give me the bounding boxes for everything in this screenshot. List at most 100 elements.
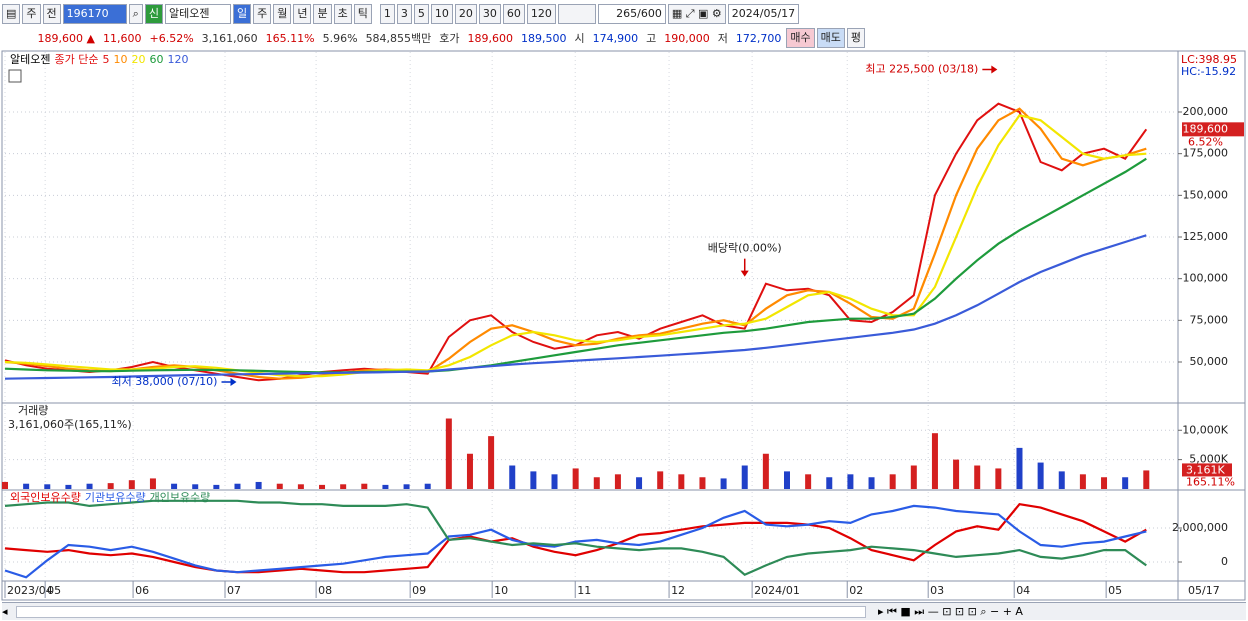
volume-current-box: [1182, 463, 1232, 477]
span-button[interactable]: 30: [478, 4, 501, 24]
legend-entry: 10: [113, 53, 127, 66]
x-tick-label: 07: [227, 584, 241, 597]
current-price: 189,600: [1183, 122, 1229, 135]
annotation: 최고 225,500 (03/18): [865, 63, 978, 76]
volume-bar: [509, 465, 516, 489]
eval-button[interactable]: 평: [846, 28, 866, 48]
market-select[interactable]: 주: [22, 4, 41, 24]
table-icon[interactable]: [8, 69, 22, 83]
x-tick-label: 05: [1108, 584, 1122, 597]
volume-bar: [213, 484, 220, 489]
annotation: 배당락(0.00%): [708, 242, 782, 255]
legend-prefix: 종가 단순: [54, 53, 98, 66]
sell-button[interactable]: 매도: [816, 28, 845, 48]
legend: 알테오젠 종가 단순 5 10 20 60 120: [10, 52, 188, 66]
x-tick-label: 08: [318, 584, 332, 597]
volume-bar: [657, 471, 664, 489]
volume-info: 3,161,060주(165,11%): [8, 418, 132, 431]
span-button[interactable]: 20: [454, 4, 477, 24]
series-line: [4, 499, 1147, 576]
legend: 외국인보유수량 기관보유수량 개인보유수량: [10, 491, 210, 504]
high: 190,000: [664, 31, 710, 45]
span-group: 1 3 5 10 20 30 60 120: [379, 4, 556, 24]
legend-entry: 5: [102, 53, 109, 66]
volume-bar: [192, 484, 199, 489]
menu-icon[interactable]: ▤: [2, 4, 21, 24]
y-tick-label: 50,000: [1190, 355, 1229, 368]
date[interactable]: 2024/05/17: [727, 4, 800, 24]
span-button[interactable]: 3: [396, 4, 412, 24]
volume-bar: [889, 474, 896, 489]
volume-bar: [931, 433, 938, 489]
span-button[interactable]: 5: [413, 4, 429, 24]
volume-bar: [86, 483, 93, 489]
volume-bar: [699, 477, 706, 489]
hc-label: HC:-15.92: [1181, 65, 1236, 78]
prev-button[interactable]: 전: [42, 4, 61, 24]
x-tick-label: 04: [1016, 584, 1030, 597]
period-button[interactable]: 월: [273, 4, 292, 24]
volume-bar: [678, 474, 685, 489]
span-button[interactable]: 60: [502, 4, 525, 24]
y-tick: 50,000: [5, 355, 1228, 368]
volume-bar: [255, 481, 262, 489]
span-button[interactable]: 120: [526, 4, 556, 24]
period-button[interactable]: 분: [313, 4, 332, 24]
period-button[interactable]: 틱: [353, 4, 372, 24]
volume-bar: [530, 471, 537, 489]
scroll-bar: ◂ ▸ ⏮ ■ ⏭ — ⊡ ⊡ ⊡ ⌕ − + A: [2, 602, 1246, 620]
change: 11,600: [103, 31, 142, 45]
volume-bar: [762, 453, 769, 489]
period-button[interactable]: 초: [333, 4, 352, 24]
volume-bar: [741, 465, 748, 489]
x-tick-label: 2023/04: [7, 584, 53, 597]
volume-bar: [614, 474, 621, 489]
open: 174,900: [592, 31, 639, 45]
volume-bar: [319, 484, 326, 489]
code-input[interactable]: 196170: [62, 4, 127, 24]
volume-bar: [65, 484, 72, 489]
search-icon[interactable]: ⌕: [128, 4, 143, 24]
amount: 584,855백만: [365, 32, 432, 45]
volume-bar: [1122, 477, 1129, 489]
legend-entry: 20: [131, 53, 145, 66]
y-tick-label: 5,000K: [1189, 453, 1228, 466]
series-line: [4, 503, 1147, 574]
legend-entry: 외국인보유수량: [10, 491, 81, 504]
chart-frame: [1, 50, 1246, 601]
volume-bar: [720, 478, 727, 489]
legend-stock: 알테오젠: [10, 52, 50, 66]
span-button[interactable]: 1: [379, 4, 395, 24]
y-tick: 5,000K: [5, 453, 1229, 466]
open-label: 시: [574, 32, 585, 45]
volume-bar: [23, 483, 30, 489]
series-line: [4, 114, 1147, 378]
high-label: 고: [646, 32, 657, 45]
badge: 신: [144, 4, 163, 24]
y-tick-label: 175,000: [1183, 147, 1229, 160]
span-select[interactable]: [557, 4, 596, 24]
volume-bar: [171, 483, 178, 489]
x-tick-label: 10: [494, 584, 508, 597]
y-tick: 125,000: [5, 230, 1228, 243]
volume-bar: [445, 418, 452, 489]
period-button[interactable]: 주: [253, 4, 272, 24]
period-button[interactable]: 년: [293, 4, 312, 24]
period-button[interactable]: 일: [232, 4, 252, 24]
y-tick: 100,000: [5, 272, 1228, 285]
volume: 3,161,060: [201, 31, 258, 45]
count-value: 265: [616, 7, 638, 20]
y-tick: 0: [5, 555, 1228, 568]
nav-buttons[interactable]: ▸ ⏮ ■ ⏭ — ⊡ ⊡ ⊡ ⌕ − + A: [878, 604, 1023, 618]
buy-button[interactable]: 매수: [786, 28, 815, 48]
y-tick: 200,000: [5, 105, 1228, 118]
tool-icons[interactable]: ▦ ⤢ ▣ ⚙: [667, 4, 726, 24]
scroll-left[interactable]: ◂: [2, 605, 8, 618]
scroll-track[interactable]: [16, 605, 866, 618]
volume-bar: [382, 484, 389, 489]
span-button[interactable]: 10: [430, 4, 453, 24]
arrow-head: [740, 270, 749, 277]
legend-entry: 기관보유수량: [85, 491, 146, 504]
lc-label: LC:398.95: [1181, 53, 1237, 66]
